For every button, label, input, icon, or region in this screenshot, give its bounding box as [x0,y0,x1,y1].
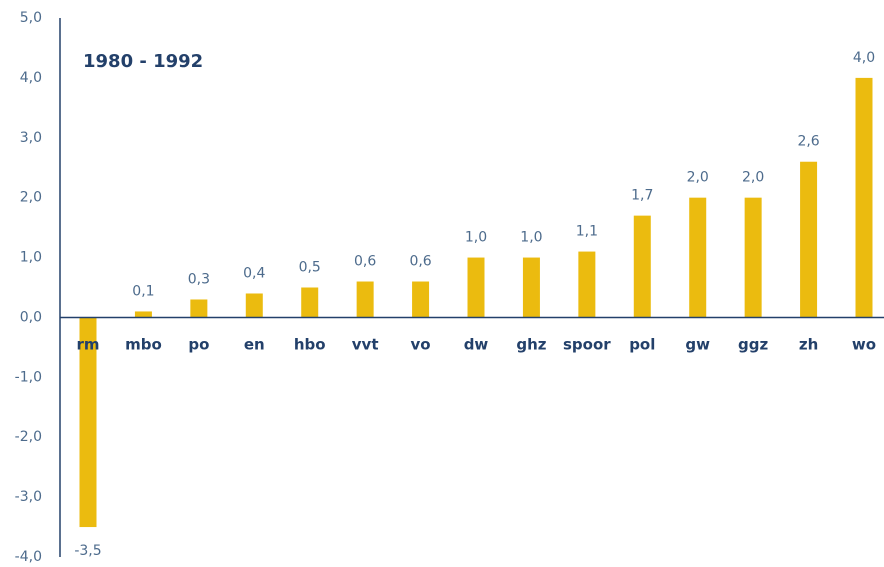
bar [79,317,97,528]
bar [245,293,263,318]
y-tick-label: -3,0 [15,489,42,505]
x-tick-label: hbo [294,336,326,354]
value-label: 0,6 [354,254,376,270]
x-tick-label: mbo [125,336,162,354]
bar [356,281,374,318]
y-tick-label: 0,0 [20,309,42,325]
y-tick-label: 1,0 [20,250,42,266]
bar [633,215,651,318]
x-tick-label: gw [685,336,710,354]
bar [190,299,208,318]
x-tick-label: ggz [738,336,768,354]
x-tick-label: zh [799,336,818,354]
bar [522,257,540,318]
x-tick-label: wo [852,336,876,354]
value-label: 0,5 [299,260,321,276]
value-label: -3,5 [74,543,101,559]
value-label: 0,3 [188,271,210,287]
value-label: 2,0 [742,170,764,186]
y-tick-label: 3,0 [20,130,42,146]
value-label: 2,6 [797,134,819,150]
x-tick-label: spoor [563,336,611,354]
y-tick-label: 2,0 [20,190,42,206]
bar [800,161,818,318]
value-label: 0,4 [243,265,265,281]
value-label: 1,1 [576,224,598,240]
chart-title: 1980 - 1992 [83,51,203,72]
value-label: 2,0 [687,170,709,186]
y-tick-label: 5,0 [20,10,42,26]
value-label: 1,0 [465,230,487,246]
x-tick-label: po [188,336,209,354]
y-tick-label: -2,0 [15,429,42,445]
x-tick-label: vo [411,336,431,354]
x-tick-label: vvt [352,336,379,354]
bar [467,257,485,318]
value-label: 0,6 [409,254,431,270]
y-tick-label: -4,0 [15,549,42,565]
value-label: 0,1 [132,283,154,299]
bar [412,281,430,318]
x-tick-label: dw [464,336,489,354]
x-tick-label: en [244,336,265,354]
value-label: 1,7 [631,188,653,204]
y-tick-label: 4,0 [20,70,42,86]
bar [578,251,596,318]
bar [855,77,873,318]
bar [689,197,707,318]
bar [301,287,319,318]
value-label: 4,0 [853,50,875,66]
bar [134,311,152,318]
x-tick-label: pol [629,336,655,354]
bar [744,197,762,318]
y-tick-label: -1,0 [15,369,42,385]
x-tick-label: ghz [516,336,546,354]
x-tick-label: rm [76,336,99,354]
value-label: 1,0 [520,230,542,246]
